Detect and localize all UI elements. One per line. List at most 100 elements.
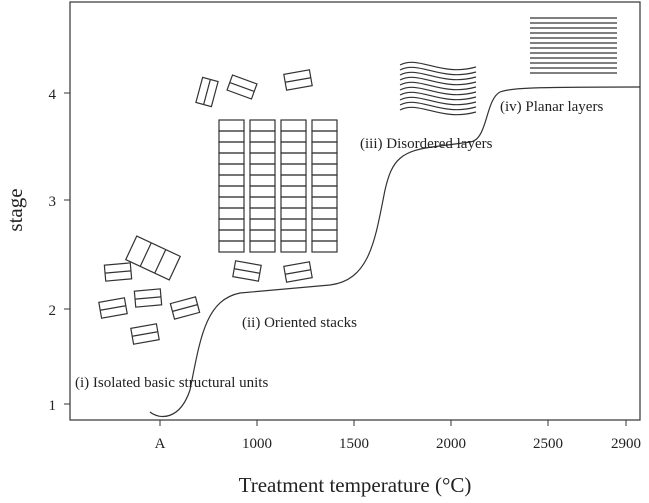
structural-unit: [103, 262, 133, 282]
unit-line: [285, 269, 311, 275]
disordered-layer: [399, 76, 477, 86]
y-tick-label: 3: [49, 194, 57, 210]
structural-unit: [169, 296, 201, 320]
unit-line: [203, 79, 211, 105]
unit-box: [195, 76, 219, 108]
x-tick-label: 2900: [611, 436, 641, 452]
stack-cell: [311, 229, 338, 242]
stack-cell: [311, 119, 338, 132]
stack-cell: [311, 152, 338, 165]
unit-line: [172, 304, 198, 312]
x-tick-label: 1000: [242, 436, 272, 452]
stack-cell: [311, 185, 338, 198]
stack-cell: [280, 152, 307, 165]
stack-cell: [280, 174, 307, 187]
disordered-layer: [399, 101, 477, 111]
stack-cell: [249, 174, 276, 187]
stack-cell: [249, 185, 276, 198]
stack-cell: [249, 229, 276, 242]
stack-cell: [218, 207, 245, 220]
x-axis-title: Treatment temperature (°C): [239, 473, 472, 497]
stack-cell: [311, 218, 338, 231]
unit-line: [134, 296, 162, 300]
stack-cell: [218, 196, 245, 209]
y-tick-label: 4: [49, 87, 57, 103]
annotation: (i) Isolated basic structural units: [75, 375, 268, 391]
stack-cell: [249, 152, 276, 165]
stack-cell: [218, 119, 245, 132]
stack-cell: [249, 130, 276, 143]
x-tick-label: 2000: [436, 436, 466, 452]
stack-cell: [311, 163, 338, 176]
stage-curve: [149, 86, 641, 418]
stack-cell: [280, 207, 307, 220]
stack-cell: [218, 130, 245, 143]
stack-cell: [280, 141, 307, 154]
unit-box: [169, 296, 201, 320]
x-tick-label: 2500: [533, 436, 563, 452]
stack-cell: [280, 229, 307, 242]
x-tick-label: A: [155, 436, 166, 452]
structural-unit: [283, 69, 313, 91]
structural-unit: [232, 260, 262, 282]
stack-cell: [249, 163, 276, 176]
unit-box: [124, 235, 182, 281]
annotation: (ii) Oriented stacks: [242, 315, 357, 331]
stack-cell: [311, 130, 338, 143]
x-tick-label: 1500: [339, 436, 369, 452]
unit-line: [104, 270, 132, 274]
stack-cell: [311, 141, 338, 154]
disordered-layer: [399, 86, 477, 96]
disordered-layer: [399, 91, 477, 101]
unit-line: [132, 331, 158, 337]
y-tick-label: 1: [49, 398, 57, 414]
unit-line: [285, 77, 311, 83]
unit-line: [154, 249, 167, 274]
unit-line: [100, 305, 126, 311]
disordered-layer: [399, 71, 477, 81]
stack-cell: [280, 119, 307, 132]
structural-unit: [130, 323, 160, 345]
stack-cell: [218, 218, 245, 231]
disordered-layer: [399, 96, 477, 106]
illustrations: [98, 17, 617, 345]
annotation: (iii) Disordered layers: [360, 136, 493, 152]
disordered-layer: [399, 61, 477, 71]
stack-cell: [218, 229, 245, 242]
stack-cell: [311, 240, 338, 253]
structural-unit: [124, 235, 182, 281]
stack-cell: [280, 185, 307, 198]
stack-cell: [249, 218, 276, 231]
structural-unit: [226, 74, 258, 100]
stack-cell: [218, 141, 245, 154]
y-axis-title: stage: [3, 188, 27, 231]
stack-cell: [280, 163, 307, 176]
stack-cell: [280, 196, 307, 209]
unit-line: [234, 268, 260, 274]
stack-cell: [218, 185, 245, 198]
stack-cell: [311, 207, 338, 220]
stack-cell: [280, 130, 307, 143]
stack-cell: [311, 196, 338, 209]
structural-unit: [283, 261, 313, 283]
stack-cell: [249, 141, 276, 154]
disordered-layer: [399, 66, 477, 76]
stack-cell: [218, 152, 245, 165]
disordered-layer: [399, 81, 477, 91]
stack-cell: [218, 163, 245, 176]
stack-cell: [249, 196, 276, 209]
plot-frame: [69, 1, 641, 421]
stack-cell: [249, 240, 276, 253]
disordered-layer: [399, 106, 477, 116]
annotation: (iv) Planar layers: [500, 99, 603, 115]
stack-cell: [218, 174, 245, 187]
stack-cell: [249, 119, 276, 132]
stack-cell: [280, 218, 307, 231]
structural-unit: [195, 76, 219, 108]
stack-cell: [249, 207, 276, 220]
stack-cell: [280, 240, 307, 253]
unit-line: [139, 242, 152, 267]
unit-box: [130, 323, 160, 345]
stack-cell: [218, 240, 245, 253]
